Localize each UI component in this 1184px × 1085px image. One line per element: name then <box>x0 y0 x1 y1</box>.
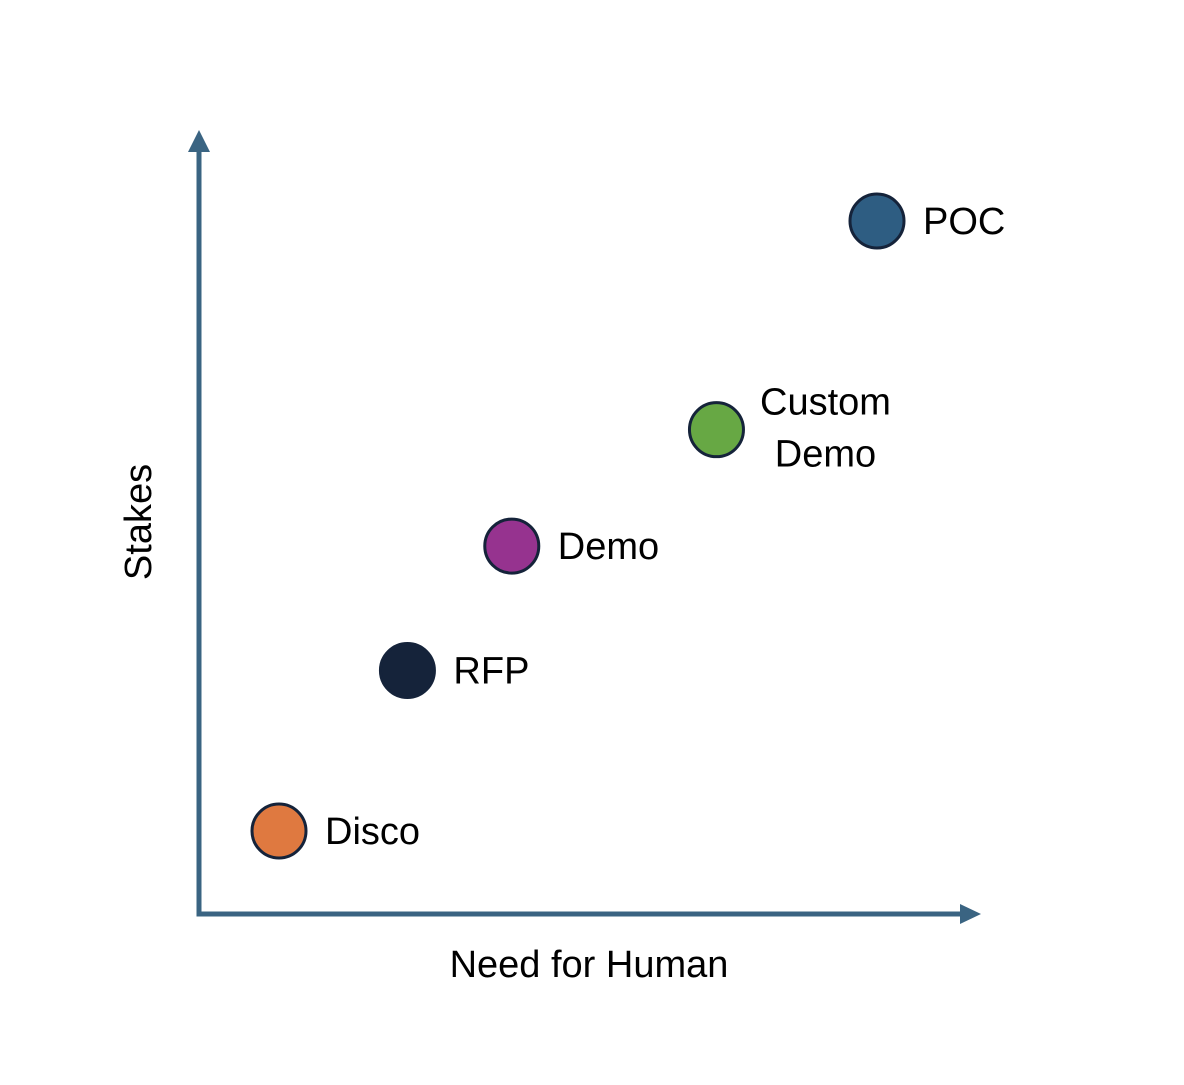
data-point-label: Disco <box>325 811 420 853</box>
data-point-label: RFP <box>453 650 529 692</box>
data-points: Disco RFP Demo Custom Demo POC <box>250 192 1005 860</box>
data-point: Custom Demo <box>687 382 891 476</box>
data-point-marker <box>378 641 436 699</box>
data-point: RFP <box>378 641 529 699</box>
data-point: POC <box>848 192 1005 250</box>
data-point-marker <box>483 517 541 575</box>
x-axis-arrow-icon <box>960 904 981 924</box>
data-point: Demo <box>483 517 659 575</box>
data-point-label: Demo <box>558 526 659 568</box>
data-point-label: Custom <box>760 382 891 424</box>
data-point-marker <box>250 802 308 860</box>
data-point-marker <box>848 192 906 250</box>
data-point-label: Demo <box>775 434 876 476</box>
x-axis-label: Need for Human <box>450 944 729 986</box>
data-point-label: POC <box>923 201 1005 243</box>
data-point: Disco <box>250 802 420 860</box>
y-axis-label: Stakes <box>118 464 160 580</box>
data-point-marker <box>687 401 745 459</box>
axes <box>188 130 981 924</box>
y-axis-arrow-icon <box>188 130 210 152</box>
